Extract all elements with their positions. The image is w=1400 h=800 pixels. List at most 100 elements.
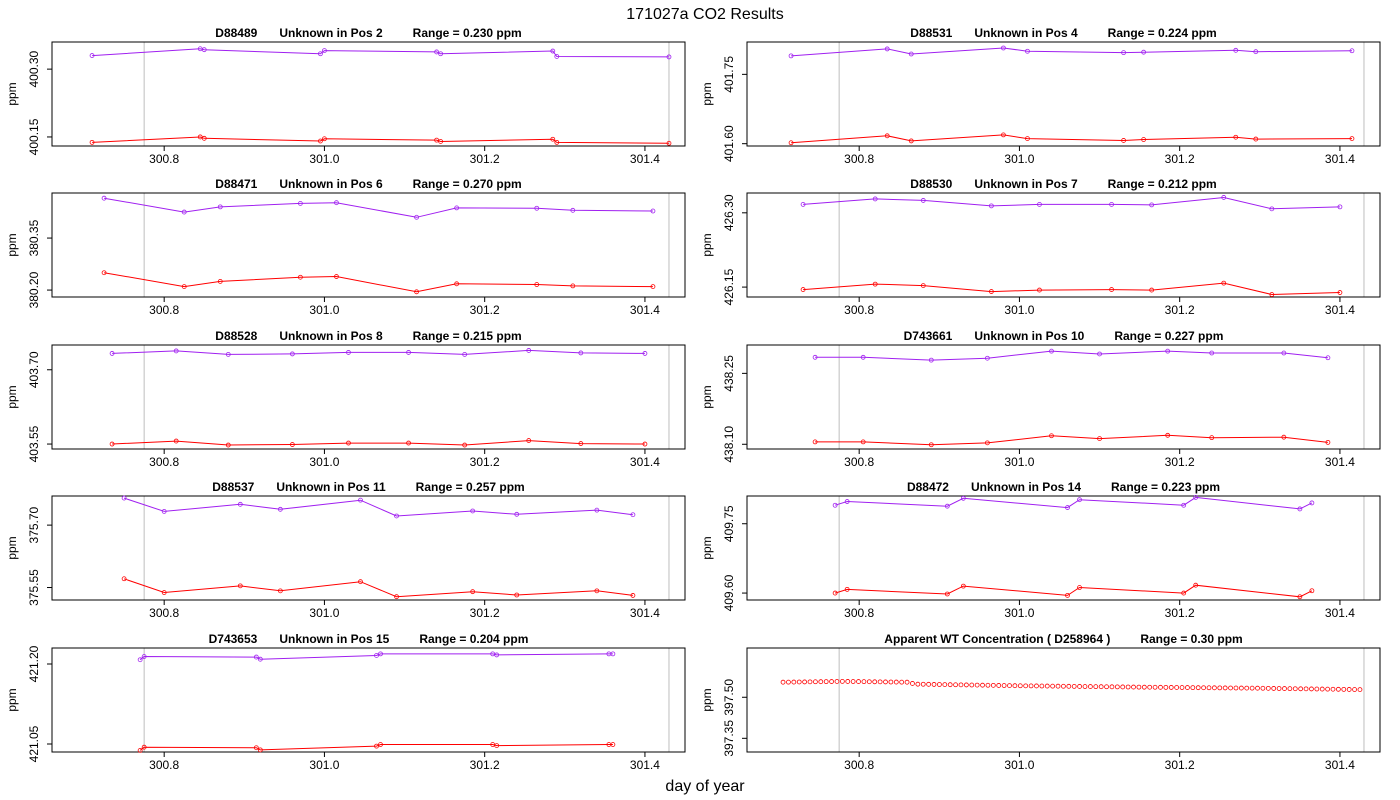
data-point bbox=[237, 501, 243, 507]
data-point bbox=[1233, 47, 1239, 53]
data-point bbox=[1109, 287, 1114, 292]
data-point bbox=[796, 679, 802, 685]
data-point bbox=[1050, 683, 1056, 689]
data-point bbox=[1001, 683, 1007, 688]
data-point bbox=[434, 137, 440, 143]
data-point bbox=[1325, 355, 1331, 361]
data-point bbox=[1201, 685, 1207, 691]
y-tick-label: 438.25 bbox=[722, 355, 736, 392]
data-point bbox=[470, 508, 476, 514]
data-point bbox=[378, 651, 383, 657]
x-tick-label: 300.8 bbox=[844, 303, 874, 317]
x-tick-label: 301.2 bbox=[470, 152, 500, 166]
x-tick-label: 301.0 bbox=[1004, 455, 1034, 469]
data-point bbox=[1325, 686, 1331, 692]
data-point bbox=[1281, 350, 1287, 356]
plot-frame bbox=[51, 41, 686, 147]
data-point bbox=[161, 508, 167, 514]
data-point bbox=[526, 438, 532, 443]
panel-title: D88531 Unknown in Pos 4 Range = 0.224 ppm bbox=[910, 26, 1216, 40]
data-point bbox=[1136, 684, 1142, 690]
data-point bbox=[1193, 582, 1199, 588]
data-point bbox=[1049, 433, 1054, 439]
panel-title-range: Range = 0.212 ppm bbox=[1108, 177, 1217, 191]
data-point bbox=[1034, 683, 1039, 689]
data-point bbox=[788, 53, 794, 59]
data-point bbox=[1104, 684, 1109, 690]
plot-frame bbox=[51, 647, 686, 753]
data-point bbox=[791, 679, 797, 685]
data-point bbox=[89, 139, 95, 145]
data-point bbox=[550, 48, 556, 54]
data-point bbox=[297, 200, 303, 206]
y-tick-label: 397.35 bbox=[722, 720, 736, 757]
data-point bbox=[594, 507, 600, 513]
data-point bbox=[197, 134, 203, 140]
data-point bbox=[915, 681, 921, 687]
panel-title-range: Range = 0.230 ppm bbox=[413, 26, 522, 40]
figure-title: 171027a CO2 Results bbox=[626, 6, 783, 23]
data-point bbox=[414, 214, 419, 220]
data-point bbox=[1017, 683, 1023, 689]
panel-title-id: D88489 bbox=[215, 26, 257, 40]
data-point bbox=[904, 679, 910, 685]
data-point bbox=[1352, 687, 1357, 692]
data-point bbox=[1222, 685, 1228, 691]
data-point bbox=[960, 495, 966, 501]
data-point bbox=[1055, 683, 1061, 689]
data-point bbox=[807, 679, 813, 685]
y-axis-label: ppm bbox=[5, 688, 19, 711]
data-point bbox=[829, 679, 834, 684]
data-point bbox=[1179, 685, 1185, 690]
data-point bbox=[161, 590, 167, 595]
data-point bbox=[1185, 685, 1190, 690]
data-point bbox=[1065, 592, 1070, 598]
panel-title-desc: Unknown in Pos 14 bbox=[971, 480, 1081, 494]
data-point bbox=[1109, 684, 1115, 690]
data-point bbox=[974, 682, 980, 688]
data-point bbox=[920, 283, 926, 289]
panel-title-range: Range = 0.224 ppm bbox=[1108, 26, 1217, 40]
x-axis-label: day of year bbox=[665, 778, 745, 795]
y-tick-label: 380.35 bbox=[27, 219, 41, 256]
data-point bbox=[462, 352, 468, 357]
y-tick-label: 375.55 bbox=[27, 569, 41, 606]
data-point bbox=[1121, 138, 1126, 143]
y-tick-label: 409.75 bbox=[722, 505, 736, 542]
data-point bbox=[642, 441, 648, 447]
data-point bbox=[610, 651, 616, 657]
panel-title-desc: Unknown in Pos 4 bbox=[974, 26, 1078, 40]
data-point bbox=[1174, 685, 1180, 690]
data-point bbox=[1114, 684, 1120, 690]
panel-title-desc: Unknown in Pos 2 bbox=[279, 26, 383, 40]
data-point bbox=[414, 289, 419, 295]
panel-title-range: Range = 0.257 ppm bbox=[416, 480, 525, 494]
data-point bbox=[860, 439, 866, 445]
data-point bbox=[1195, 685, 1201, 691]
panel-title-range: Range = 0.215 ppm bbox=[413, 329, 522, 343]
data-point bbox=[257, 656, 263, 662]
panel-title-range: Range = 0.30 ppm bbox=[1140, 632, 1242, 646]
data-point bbox=[1163, 684, 1169, 690]
data-point bbox=[1309, 500, 1315, 506]
data-point bbox=[928, 357, 934, 363]
y-tick-label: 403.55 bbox=[27, 425, 41, 462]
data-point bbox=[101, 270, 107, 276]
panel-title: D88530 Unknown in Pos 7 Range = 0.212 ppm bbox=[910, 177, 1216, 191]
panel-6: D743661 Unknown in Pos 10 Range = 0.227 pp… bbox=[700, 329, 1381, 469]
data-point bbox=[823, 679, 829, 685]
data-point bbox=[101, 195, 107, 201]
y-axis-label: ppm bbox=[700, 536, 714, 559]
data-point bbox=[908, 138, 914, 144]
data-point bbox=[109, 351, 115, 356]
series-line-upper bbox=[815, 350, 1328, 361]
data-point bbox=[937, 682, 942, 687]
panel-title-range: Range = 0.270 ppm bbox=[413, 177, 522, 191]
panel-title: D88528 Unknown in Pos 8 Range = 0.215 ppm bbox=[215, 329, 521, 343]
x-tick-label: 300.8 bbox=[844, 152, 874, 166]
data-point bbox=[289, 442, 295, 447]
data-point bbox=[434, 49, 440, 55]
data-point bbox=[1249, 685, 1255, 691]
data-point bbox=[666, 140, 672, 146]
